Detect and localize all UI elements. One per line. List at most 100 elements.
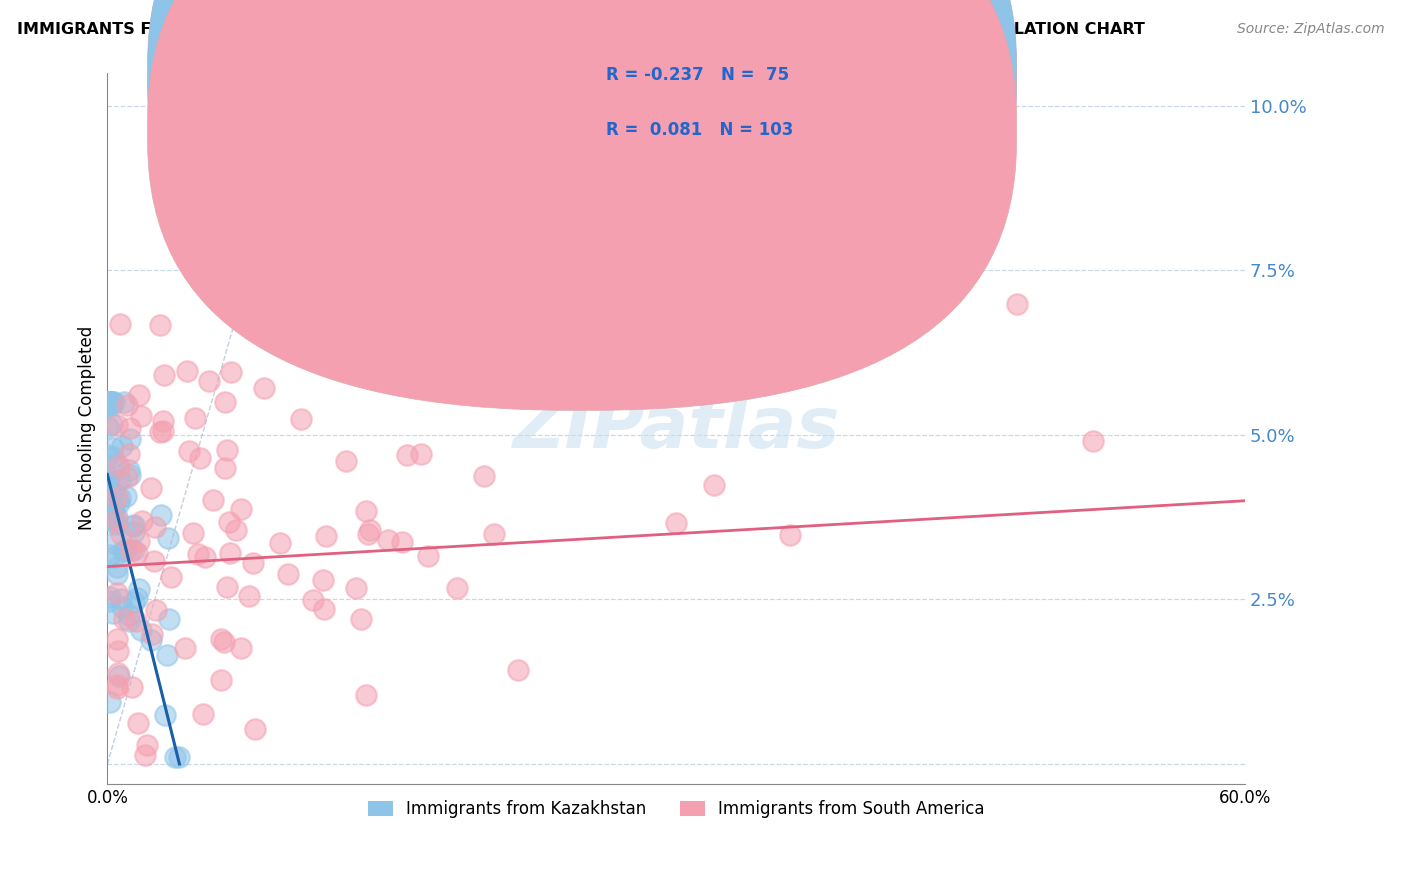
Point xyxy=(149,318,172,333)
Point xyxy=(101,508,124,523)
Y-axis label: No Schooling Completed: No Schooling Completed xyxy=(79,326,96,531)
Point xyxy=(152,424,174,438)
Point xyxy=(128,533,150,548)
Point xyxy=(129,623,152,637)
Point xyxy=(101,606,124,620)
Point xyxy=(97,486,120,500)
Point xyxy=(152,414,174,428)
Point xyxy=(103,517,125,532)
Point xyxy=(100,395,122,409)
Point xyxy=(131,514,153,528)
Point xyxy=(124,594,146,608)
Point xyxy=(177,444,200,458)
Point xyxy=(418,549,440,563)
Point xyxy=(238,590,260,604)
Point xyxy=(1007,297,1029,311)
Point xyxy=(128,388,150,402)
Point xyxy=(111,599,134,614)
Point xyxy=(98,395,121,409)
Point xyxy=(98,695,121,709)
Point xyxy=(173,640,195,655)
Point xyxy=(118,463,141,477)
Point xyxy=(97,395,120,409)
Point xyxy=(101,503,124,517)
Point xyxy=(103,536,125,550)
Point xyxy=(122,543,145,558)
Point xyxy=(108,473,131,487)
Point xyxy=(97,395,120,409)
Point xyxy=(118,607,141,622)
Point xyxy=(703,478,725,492)
Text: R =  0.081   N = 103: R = 0.081 N = 103 xyxy=(606,121,793,139)
Text: R = -0.237   N =  75: R = -0.237 N = 75 xyxy=(606,66,789,84)
Point xyxy=(312,602,335,616)
Point xyxy=(105,678,128,692)
Point xyxy=(104,457,127,471)
Point xyxy=(315,529,337,543)
Point xyxy=(219,546,242,560)
Point xyxy=(141,481,163,495)
Point xyxy=(163,750,186,764)
Point xyxy=(354,504,377,518)
Point xyxy=(637,125,659,139)
Point xyxy=(183,411,205,425)
Point xyxy=(349,612,371,626)
Point xyxy=(252,381,274,395)
Point xyxy=(122,518,145,533)
Point xyxy=(110,527,132,541)
Point xyxy=(131,409,153,424)
Point xyxy=(112,612,135,626)
Point xyxy=(97,469,120,483)
Point xyxy=(101,450,124,464)
Point xyxy=(121,680,143,694)
Point xyxy=(211,632,233,646)
Point xyxy=(269,536,291,550)
Point xyxy=(127,591,149,605)
Point xyxy=(209,673,232,688)
Point xyxy=(474,469,496,483)
Point xyxy=(156,532,179,546)
Point xyxy=(105,490,128,504)
Point xyxy=(277,567,299,582)
Point xyxy=(107,669,129,683)
Point xyxy=(98,473,121,487)
Point xyxy=(107,459,129,474)
Point xyxy=(98,503,121,517)
Point xyxy=(105,512,128,526)
Point xyxy=(108,491,131,505)
Point xyxy=(122,518,145,533)
Point xyxy=(105,515,128,529)
Point xyxy=(118,614,141,628)
Point xyxy=(103,549,125,564)
Point xyxy=(231,502,253,516)
Point xyxy=(114,489,136,503)
Point xyxy=(214,394,236,409)
Point xyxy=(97,398,120,412)
Point xyxy=(357,526,380,541)
Point xyxy=(194,549,217,564)
Point xyxy=(107,644,129,658)
Point xyxy=(311,573,333,587)
Point xyxy=(141,627,163,641)
Point xyxy=(103,501,125,516)
Point xyxy=(97,480,120,494)
Point xyxy=(335,454,357,468)
Point xyxy=(242,556,264,570)
Point xyxy=(551,329,574,343)
Point xyxy=(125,546,148,560)
Point xyxy=(143,554,166,568)
Point xyxy=(117,470,139,484)
Point xyxy=(212,635,235,649)
Point xyxy=(143,520,166,534)
Point xyxy=(157,611,180,625)
Point xyxy=(139,632,162,647)
Point xyxy=(98,591,121,605)
Point xyxy=(243,722,266,736)
Point xyxy=(218,515,240,529)
Point xyxy=(508,663,530,677)
Point xyxy=(105,509,128,524)
Point xyxy=(97,395,120,409)
Point xyxy=(134,747,156,762)
Point xyxy=(779,528,801,542)
Point xyxy=(97,395,120,409)
